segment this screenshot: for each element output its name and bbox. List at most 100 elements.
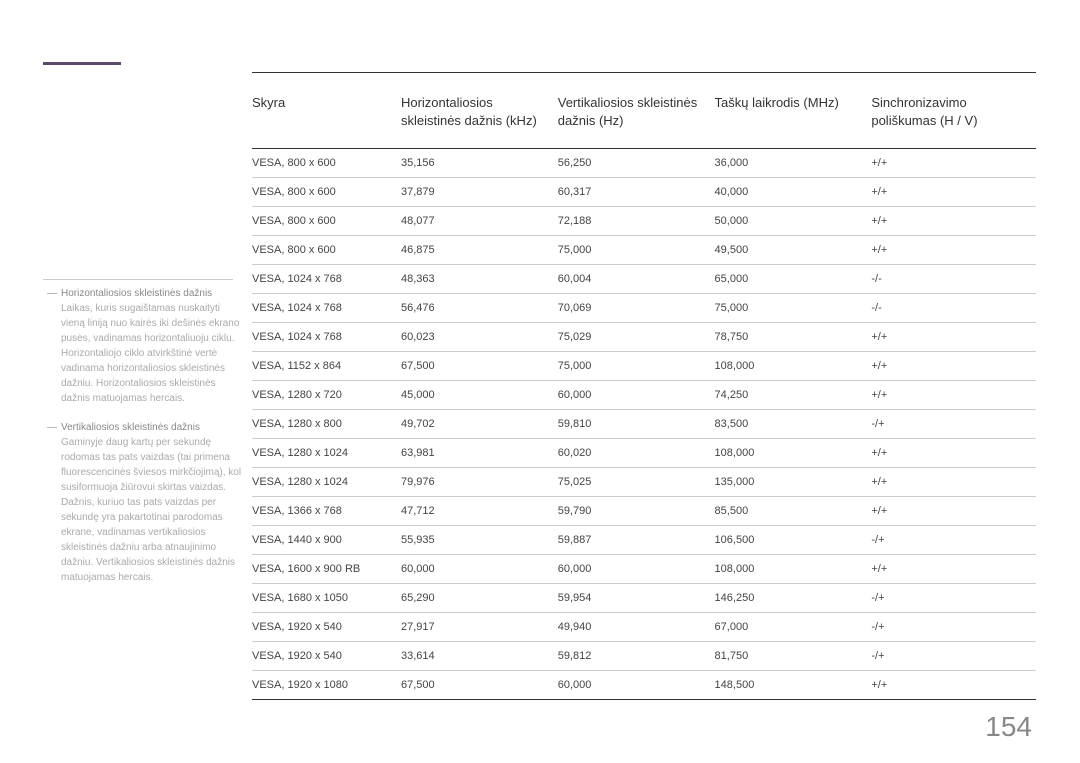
table-cell: 56,250 bbox=[558, 149, 715, 178]
table-cell: 83,500 bbox=[715, 410, 872, 439]
header-accent-line bbox=[43, 62, 121, 65]
table-cell: +/+ bbox=[871, 497, 1036, 526]
table-row: VESA, 1024 x 76856,47670,06975,000-/- bbox=[252, 294, 1036, 323]
table-cell: 60,004 bbox=[558, 265, 715, 294]
th-text: Horizontaliosios skleistinės dažnis (kHz… bbox=[401, 95, 537, 128]
table-cell: -/+ bbox=[871, 526, 1036, 555]
table-cell: 60,020 bbox=[558, 439, 715, 468]
table-row: VESA, 1280 x 80049,70259,81083,500-/+ bbox=[252, 410, 1036, 439]
table-cell: 67,500 bbox=[401, 352, 558, 381]
table-cell: VESA, 1366 x 768 bbox=[252, 497, 401, 526]
table-cell: -/+ bbox=[871, 410, 1036, 439]
table-cell: VESA, 1920 x 540 bbox=[252, 613, 401, 642]
table-cell: 75,000 bbox=[558, 352, 715, 381]
table-cell: 148,500 bbox=[715, 671, 872, 700]
table-cell: 48,077 bbox=[401, 207, 558, 236]
table-cell: 60,000 bbox=[558, 671, 715, 700]
table-header: Skyra Horizontaliosios skleistinės dažni… bbox=[252, 90, 1036, 149]
table-cell: 27,917 bbox=[401, 613, 558, 642]
th-text: Sinchronizavimo poliškumas (H / V) bbox=[871, 95, 977, 128]
table-cell: VESA, 1024 x 768 bbox=[252, 323, 401, 352]
table-cell: VESA, 1680 x 1050 bbox=[252, 584, 401, 613]
table-row: VESA, 1440 x 90055,93559,887106,500-/+ bbox=[252, 526, 1036, 555]
table-cell: 46,875 bbox=[401, 236, 558, 265]
table-cell: 55,935 bbox=[401, 526, 558, 555]
table-cell: 79,976 bbox=[401, 468, 558, 497]
table-cell: 75,000 bbox=[558, 236, 715, 265]
sidebar-note-title: Vertikaliosios skleistinės dažnis bbox=[61, 420, 243, 435]
th-resolution: Skyra bbox=[252, 90, 401, 149]
table-cell: VESA, 1024 x 768 bbox=[252, 294, 401, 323]
table-cell: 72,188 bbox=[558, 207, 715, 236]
th-text: Skyra bbox=[252, 95, 285, 110]
table-cell: +/+ bbox=[871, 439, 1036, 468]
table-cell: +/+ bbox=[871, 555, 1036, 584]
table-cell: 59,812 bbox=[558, 642, 715, 671]
table-cell: -/+ bbox=[871, 584, 1036, 613]
table-row: VESA, 1920 x 54033,61459,81281,750-/+ bbox=[252, 642, 1036, 671]
table-row: VESA, 1280 x 102479,97675,025135,000+/+ bbox=[252, 468, 1036, 497]
table-cell: 60,000 bbox=[401, 555, 558, 584]
table-cell: VESA, 1920 x 1080 bbox=[252, 671, 401, 700]
table-cell: 85,500 bbox=[715, 497, 872, 526]
table-cell: 78,750 bbox=[715, 323, 872, 352]
table-cell: VESA, 1280 x 1024 bbox=[252, 439, 401, 468]
table-cell: VESA, 800 x 600 bbox=[252, 236, 401, 265]
table-cell: 56,476 bbox=[401, 294, 558, 323]
table-cell: 60,317 bbox=[558, 178, 715, 207]
table-cell: +/+ bbox=[871, 381, 1036, 410]
table-cell: 135,000 bbox=[715, 468, 872, 497]
table-cell: 75,029 bbox=[558, 323, 715, 352]
table-cell: 59,954 bbox=[558, 584, 715, 613]
table-cell: -/- bbox=[871, 294, 1036, 323]
th-text: Vertikaliosios skleistinės dažnis (Hz) bbox=[558, 95, 697, 128]
table-cell: 106,500 bbox=[715, 526, 872, 555]
table-cell: 47,712 bbox=[401, 497, 558, 526]
table-cell: VESA, 800 x 600 bbox=[252, 178, 401, 207]
table-cell: 49,702 bbox=[401, 410, 558, 439]
table-body: VESA, 800 x 60035,15656,25036,000+/+VESA… bbox=[252, 149, 1036, 700]
table-cell: 59,810 bbox=[558, 410, 715, 439]
table-cell: VESA, 800 x 600 bbox=[252, 149, 401, 178]
table-cell: VESA, 1152 x 864 bbox=[252, 352, 401, 381]
table-cell: 74,250 bbox=[715, 381, 872, 410]
table-cell: VESA, 1280 x 800 bbox=[252, 410, 401, 439]
table-cell: +/+ bbox=[871, 149, 1036, 178]
table-cell: 65,000 bbox=[715, 265, 872, 294]
table-cell: 35,156 bbox=[401, 149, 558, 178]
table-row: VESA, 1920 x 54027,91749,94067,000-/+ bbox=[252, 613, 1036, 642]
table-cell: -/- bbox=[871, 265, 1036, 294]
sidebar-note-text: Laikas, kuris sugaištamas nuskaityti vie… bbox=[61, 301, 243, 406]
th-text: Taškų laikrodis (MHz) bbox=[715, 95, 839, 110]
table-cell: 48,363 bbox=[401, 265, 558, 294]
table-cell: 36,000 bbox=[715, 149, 872, 178]
table-cell: 49,940 bbox=[558, 613, 715, 642]
table-cell: 65,290 bbox=[401, 584, 558, 613]
table-row: VESA, 800 x 60048,07772,18850,000+/+ bbox=[252, 207, 1036, 236]
table-cell: +/+ bbox=[871, 207, 1036, 236]
sidebar-note-title: Horizontaliosios skleistinės dažnis bbox=[61, 286, 243, 301]
sidebar-note-item: Horizontaliosios skleistinės dažnis Laik… bbox=[43, 286, 243, 406]
sidebar-divider bbox=[43, 279, 233, 280]
table-header-row: Skyra Horizontaliosios skleistinės dažni… bbox=[252, 90, 1036, 149]
table-cell: 75,000 bbox=[715, 294, 872, 323]
th-hfreq: Horizontaliosios skleistinės dažnis (kHz… bbox=[401, 90, 558, 149]
table-cell: VESA, 1280 x 720 bbox=[252, 381, 401, 410]
table-cell: 108,000 bbox=[715, 352, 872, 381]
table-cell: 33,614 bbox=[401, 642, 558, 671]
th-vfreq: Vertikaliosios skleistinės dažnis (Hz) bbox=[558, 90, 715, 149]
table-cell: VESA, 1280 x 1024 bbox=[252, 468, 401, 497]
table-cell: +/+ bbox=[871, 468, 1036, 497]
table-cell: 45,000 bbox=[401, 381, 558, 410]
table-cell: VESA, 1600 x 900 RB bbox=[252, 555, 401, 584]
table-cell: 60,000 bbox=[558, 381, 715, 410]
table-cell: 59,887 bbox=[558, 526, 715, 555]
table-cell: 146,250 bbox=[715, 584, 872, 613]
table-cell: 70,069 bbox=[558, 294, 715, 323]
table-row: VESA, 1024 x 76848,36360,00465,000-/- bbox=[252, 265, 1036, 294]
table-cell: 60,023 bbox=[401, 323, 558, 352]
th-syncpolarity: Sinchronizavimo poliškumas (H / V) bbox=[871, 90, 1036, 149]
table-row: VESA, 1600 x 900 RB60,00060,000108,000+/… bbox=[252, 555, 1036, 584]
th-pixelclock: Taškų laikrodis (MHz) bbox=[715, 90, 872, 149]
table-row: VESA, 800 x 60037,87960,31740,000+/+ bbox=[252, 178, 1036, 207]
